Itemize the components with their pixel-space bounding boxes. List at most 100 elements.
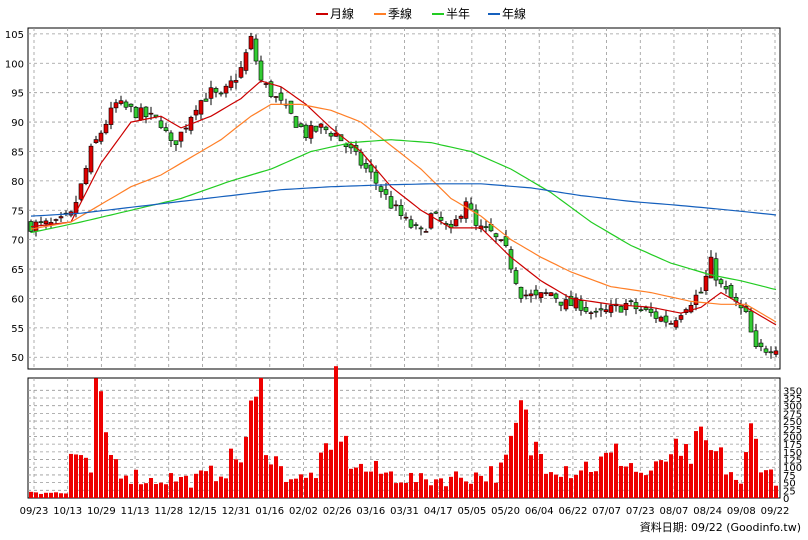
volume-bar bbox=[264, 455, 268, 498]
price-tick-label: 50 bbox=[11, 353, 24, 364]
volume-bar bbox=[674, 438, 678, 498]
volume-tick-label: 50 bbox=[783, 479, 796, 490]
volume-bar bbox=[564, 466, 568, 498]
candle-body bbox=[483, 226, 489, 228]
volume-bar bbox=[329, 449, 333, 498]
candle-body bbox=[608, 305, 614, 313]
price-tick-label: 55 bbox=[11, 324, 24, 335]
candle-body bbox=[698, 291, 704, 294]
price-tick-label: 100 bbox=[5, 59, 24, 70]
candle-body bbox=[163, 127, 169, 132]
date-tick-label: 03/16 bbox=[356, 506, 385, 517]
candle-body bbox=[278, 92, 284, 101]
volume-bar bbox=[444, 486, 448, 498]
candle-body bbox=[173, 140, 179, 145]
candle-body bbox=[78, 183, 84, 200]
candle-body bbox=[718, 279, 724, 285]
candle-body bbox=[378, 186, 384, 192]
candle-body bbox=[528, 293, 534, 297]
volume-bar bbox=[189, 487, 193, 498]
volume-bar bbox=[449, 476, 453, 498]
candle-body bbox=[183, 127, 189, 130]
candle-body bbox=[623, 303, 629, 310]
volume-tick-label: 75 bbox=[783, 471, 796, 482]
volume-bar bbox=[699, 426, 703, 498]
volume-bar bbox=[69, 453, 73, 498]
volume-tick-label: 225 bbox=[783, 425, 802, 436]
candle-body bbox=[418, 227, 424, 230]
candle-body bbox=[288, 100, 294, 114]
volume-bar bbox=[339, 441, 343, 498]
volume-bar bbox=[239, 462, 243, 498]
volume-bar bbox=[369, 471, 373, 498]
volume-bar bbox=[389, 471, 393, 498]
candle-body bbox=[673, 320, 679, 328]
candle-body bbox=[628, 300, 634, 303]
volume-tick-label: 275 bbox=[783, 409, 802, 420]
candle-body bbox=[568, 295, 574, 306]
moving-average-line bbox=[30, 80, 777, 326]
candle-body bbox=[313, 125, 319, 132]
candle-body bbox=[563, 299, 569, 310]
volume-bar bbox=[169, 473, 173, 498]
volume-bar bbox=[679, 455, 683, 498]
volume-bar bbox=[764, 470, 768, 498]
date-tick-label: 08/07 bbox=[660, 506, 689, 517]
volume-bar bbox=[154, 484, 158, 498]
volume-bar bbox=[219, 476, 223, 498]
volume-bar bbox=[549, 472, 553, 498]
candle-body bbox=[543, 292, 549, 294]
date-tick-label: 05/20 bbox=[491, 506, 520, 517]
candle-body bbox=[453, 219, 459, 227]
volume-bar bbox=[139, 484, 143, 498]
candle-body bbox=[498, 239, 504, 241]
volume-bar bbox=[29, 491, 33, 498]
volume-tick-label: 0 bbox=[783, 494, 789, 505]
volume-bar bbox=[689, 463, 693, 498]
candle-body bbox=[108, 107, 114, 125]
candle-body bbox=[93, 139, 99, 143]
candle-body bbox=[618, 306, 624, 313]
volume-bar bbox=[739, 483, 743, 498]
volume-bar bbox=[459, 477, 463, 498]
volume-bar bbox=[614, 443, 618, 498]
date-tick-label: 09/22 bbox=[761, 506, 790, 517]
candle-body bbox=[663, 315, 669, 323]
volume-bar bbox=[114, 459, 118, 498]
candle-body bbox=[243, 52, 249, 71]
volume-bar bbox=[419, 473, 423, 498]
candle-body bbox=[603, 309, 609, 313]
volume-bar bbox=[194, 473, 198, 498]
candle-body bbox=[513, 270, 519, 284]
date-axis: 09/23 10/13 10/29 11/13 11/28 12/15 12/31 01/16… bbox=[20, 506, 790, 517]
volume-bar bbox=[429, 485, 433, 498]
date-tick-label: 02/02 bbox=[289, 506, 318, 517]
volume-bar bbox=[144, 483, 148, 498]
candle-body bbox=[258, 60, 264, 81]
candle-body bbox=[598, 308, 604, 311]
volume-bar bbox=[604, 452, 608, 498]
candle-body bbox=[238, 67, 244, 78]
candle-body bbox=[53, 219, 59, 221]
candle-body bbox=[193, 109, 199, 116]
date-tick-label: 11/13 bbox=[121, 506, 150, 517]
volume-bar bbox=[504, 454, 508, 498]
candle-body bbox=[203, 98, 209, 102]
candle-body bbox=[648, 308, 654, 313]
date-tick-label: 09/08 bbox=[727, 506, 756, 517]
volume-bar bbox=[54, 492, 58, 498]
candle-body bbox=[438, 216, 444, 221]
candle-body bbox=[413, 224, 419, 226]
volume-tick-label: 125 bbox=[783, 456, 802, 467]
volume-bar bbox=[289, 479, 293, 498]
date-tick-label: 02/26 bbox=[323, 506, 352, 517]
volume-bar bbox=[439, 478, 443, 498]
volume-bar bbox=[184, 475, 188, 498]
volume-bar bbox=[629, 463, 633, 498]
volume-bar bbox=[639, 472, 643, 498]
candle-body bbox=[668, 323, 674, 325]
candle-body bbox=[333, 132, 339, 137]
volume-bar bbox=[49, 492, 53, 498]
volume-bar bbox=[214, 481, 218, 498]
candle-body bbox=[758, 342, 764, 348]
